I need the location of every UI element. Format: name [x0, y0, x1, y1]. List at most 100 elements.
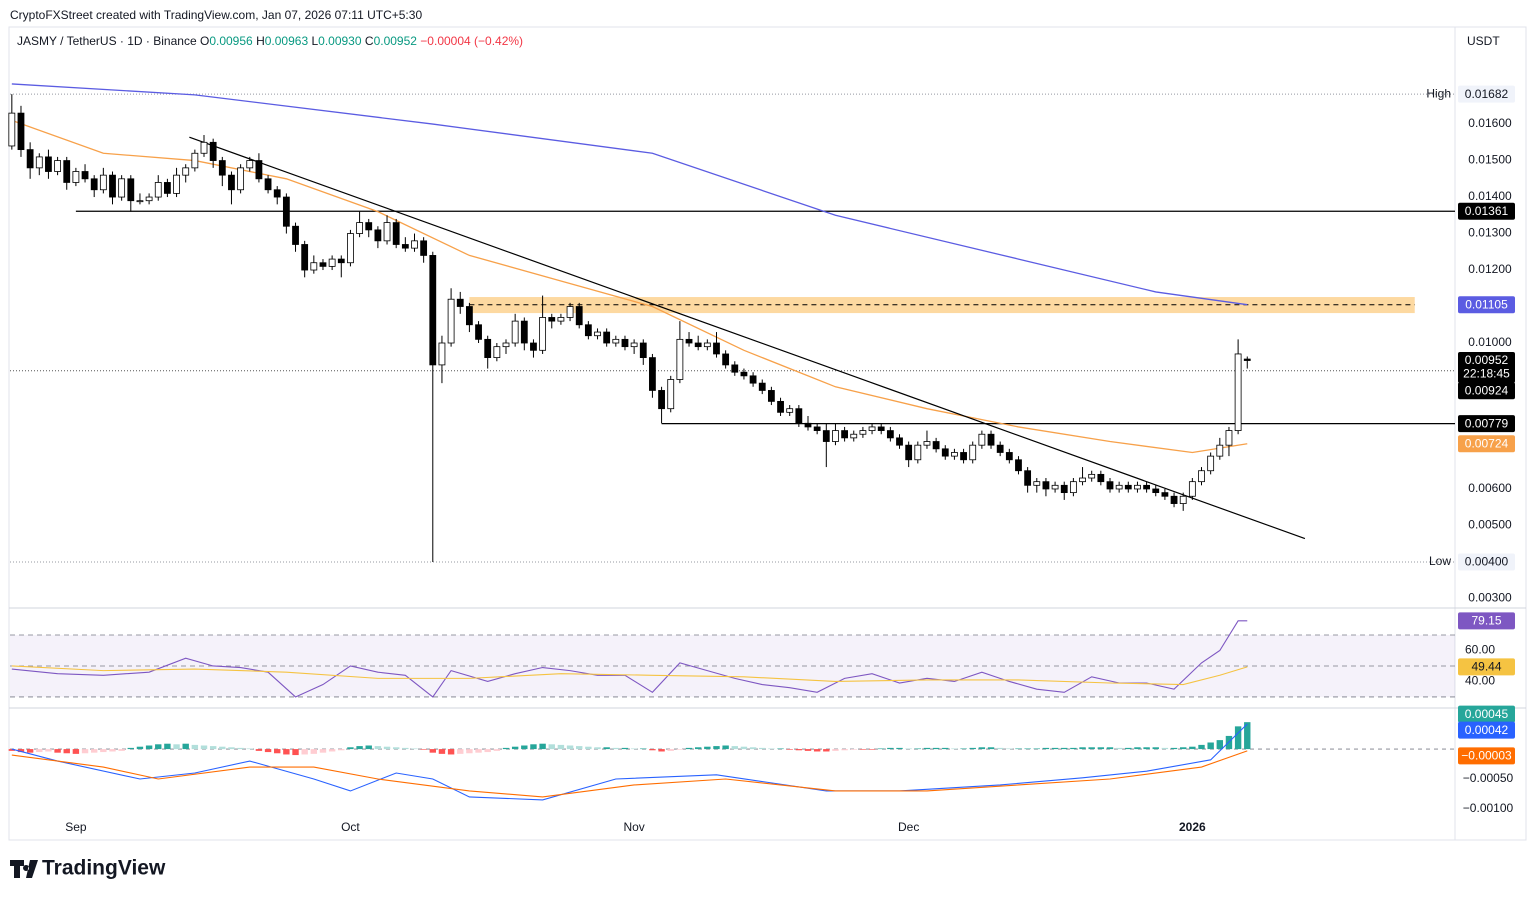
histogram-bar [420, 749, 427, 750]
candle-body [1069, 481, 1077, 494]
candle-body [63, 160, 71, 183]
candle-body [502, 342, 510, 348]
ohlc-value: 0.00956 [209, 34, 253, 48]
histogram-bar [1106, 747, 1114, 750]
candle-body [273, 189, 281, 198]
high-caption: High [1426, 86, 1451, 100]
histogram-bar [1033, 748, 1040, 750]
candle-body [905, 444, 913, 461]
candle-body [822, 430, 830, 442]
support-tag-bg [1458, 415, 1515, 433]
candle-body [347, 233, 354, 264]
histogram-bar [466, 749, 473, 754]
candle-body [1060, 484, 1068, 494]
histogram-bar [1143, 747, 1150, 750]
support-tag-bg [1458, 202, 1515, 220]
candle-body [282, 196, 290, 227]
low-tag-bg [1458, 553, 1515, 571]
candle-body [511, 320, 519, 344]
candle-body [951, 452, 958, 457]
symbol: JASMY / TetherUS · 1D · Binance [17, 34, 197, 48]
candle-body [1188, 481, 1196, 497]
ma-tag: 0.01105 [1465, 297, 1508, 311]
candle-body [1024, 470, 1032, 486]
logo [10, 860, 38, 878]
histogram-bar [319, 749, 327, 753]
candle-body [383, 222, 391, 242]
candle-body [90, 178, 98, 191]
line-series [11, 83, 1248, 306]
y-tick-label: 0.00600 [1468, 481, 1512, 495]
candle-body [255, 160, 263, 180]
candle-body [987, 433, 995, 446]
ohlc-value: 0.00930 [318, 34, 362, 48]
histogram-bar [1134, 747, 1141, 750]
histogram-bar [347, 747, 354, 750]
candle-body [228, 174, 235, 191]
candle-body [475, 324, 482, 340]
rsi-tick-label: 40.00 [1465, 674, 1495, 688]
histogram-bar [54, 749, 61, 753]
histogram-bar [640, 748, 647, 750]
candle-body [841, 430, 849, 439]
histogram-bar [969, 747, 976, 750]
histogram-bar [283, 749, 290, 755]
support-tag: 0.01361 [1465, 204, 1509, 218]
last-price-bg [1458, 352, 1515, 384]
candle-body [1225, 430, 1233, 446]
candle-body [292, 225, 299, 245]
credit: CryptoFXStreet created with TradingView.… [10, 8, 423, 22]
histogram-bar [90, 749, 98, 753]
histogram-bar [768, 748, 775, 750]
histogram-bar [859, 749, 867, 750]
candle-body [722, 353, 730, 366]
y-tick-label: 0.01300 [1468, 226, 1512, 240]
histogram-bar [694, 747, 702, 750]
candle-body [520, 320, 528, 344]
ohlc-key: H [256, 34, 265, 48]
histogram-bar [429, 749, 436, 753]
x-tick-label: Nov [623, 820, 644, 834]
histogram-bar [932, 747, 940, 750]
candle-body [832, 430, 839, 442]
candle-body [1124, 484, 1132, 490]
histogram-bar [759, 747, 766, 750]
candle-body [493, 346, 501, 359]
histogram-bar [26, 749, 34, 753]
histogram-bar [164, 743, 171, 750]
histogram-bar [951, 748, 958, 750]
histogram-bar [1125, 747, 1132, 750]
histogram-bar [1088, 747, 1095, 750]
histogram-bar [923, 747, 931, 750]
candle-body [777, 400, 784, 413]
histogram-bar [191, 744, 199, 750]
candle-body [896, 437, 903, 446]
histogram-bar [878, 748, 885, 750]
high-tag: 0.01682 [1465, 87, 1509, 101]
candle-body [639, 342, 647, 359]
histogram-bar [118, 749, 125, 751]
candle-body [127, 178, 135, 202]
candle-body [456, 298, 464, 307]
candle-body [749, 375, 757, 384]
candle-body [392, 222, 400, 245]
candle-body [868, 426, 876, 431]
candle-body [264, 178, 272, 191]
candle-body [1033, 481, 1041, 486]
histogram-tag-bg [1458, 705, 1515, 723]
candle-body [337, 258, 345, 264]
histogram-bar [1180, 747, 1187, 750]
candle-body [191, 152, 199, 169]
histogram-bar [676, 749, 684, 750]
histogram-bar [1079, 747, 1086, 750]
candle-body [649, 357, 656, 391]
candle-body [548, 317, 556, 322]
y-tick-label: 0.01200 [1468, 262, 1512, 276]
histogram-bar [255, 749, 263, 751]
candle-body [941, 448, 949, 457]
legend: JASMY / TetherUS · 1D · Binance O0.00956… [17, 34, 523, 48]
candle-body [795, 408, 803, 424]
candle-body [54, 160, 61, 172]
histogram-bar [274, 749, 281, 754]
candle-body [200, 141, 208, 154]
